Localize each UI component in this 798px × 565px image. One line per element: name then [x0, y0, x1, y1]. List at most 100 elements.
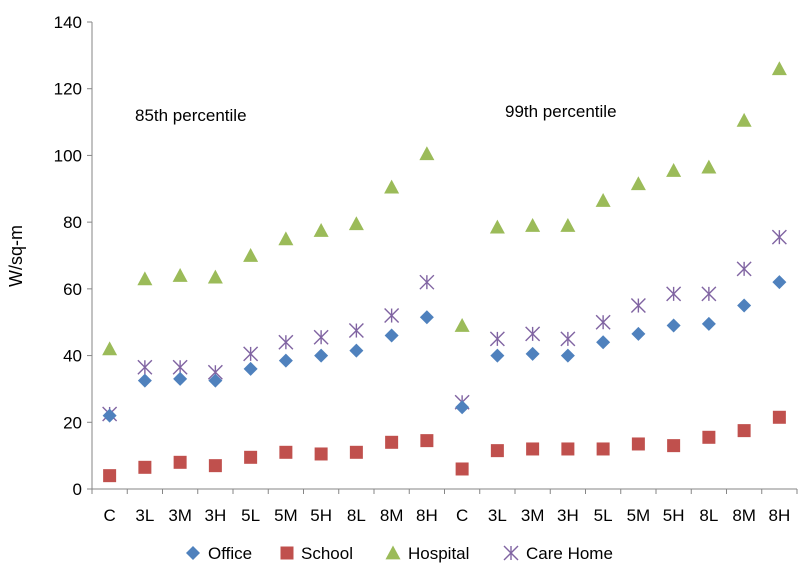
school-point: [490, 444, 504, 458]
hospital-point: [313, 222, 329, 237]
school-point: [420, 434, 434, 448]
care-home-point: [701, 286, 717, 302]
x-tick-label: 8H: [769, 506, 791, 525]
school-point: [631, 437, 645, 451]
care-home-point: [348, 323, 364, 339]
x-tick-label: 8L: [699, 506, 718, 525]
y-tick-label: 0: [73, 480, 82, 499]
legend-label-office: Office: [208, 544, 252, 563]
school-point: [455, 462, 469, 476]
school-point: [772, 410, 786, 424]
care-home-point: [595, 314, 611, 330]
school-point: [667, 439, 681, 453]
office-point: [596, 335, 611, 350]
school-point: [737, 424, 751, 438]
care-home-point: [278, 334, 294, 350]
office-point: [208, 373, 223, 388]
school-point: [208, 459, 222, 473]
hospital-point: [560, 217, 576, 232]
y-tick-label: 140: [54, 13, 82, 32]
hospital-point: [525, 217, 541, 232]
legend-marker-hospital: [385, 545, 401, 560]
school-point: [173, 455, 187, 469]
y-tick-labels: 0 20 40 60 80 100 120 140: [54, 13, 82, 499]
x-tick-labels: C 3L 3M 3H 5L 5M 5H 8L 8M 8H C 3L 3M 3H 5L 5M 5H 8L 8M 8H: [103, 506, 790, 525]
hospital-point: [207, 269, 223, 284]
office-point: [631, 326, 646, 341]
series-care-home: [102, 229, 787, 422]
annotation-85th-percentile: 85th percentile: [135, 106, 247, 125]
school-point: [244, 450, 258, 464]
hospital-point: [348, 216, 364, 231]
care-home-point: [419, 274, 435, 290]
hospital-point: [102, 341, 118, 356]
school-point: [314, 447, 328, 461]
hospital-point: [454, 318, 470, 332]
x-tick-label: 3L: [135, 506, 154, 525]
y-tick-label: 120: [54, 80, 82, 99]
legend: Office School Hospital Care Home: [186, 544, 613, 563]
school-point: [138, 460, 152, 474]
care-home-point: [489, 331, 505, 347]
hospital-point: [278, 231, 294, 246]
x-tick-label: 3H: [205, 506, 227, 525]
hospital-point: [666, 162, 682, 177]
hospital-point: [419, 146, 435, 161]
office-point: [772, 275, 787, 290]
hospital-point: [243, 248, 259, 262]
office-point: [560, 348, 575, 363]
office-point: [278, 353, 293, 368]
series-office: [102, 275, 787, 423]
data-points: [102, 61, 787, 483]
school-point: [385, 435, 399, 449]
legend-item-care-home: [503, 545, 519, 561]
series-school: [103, 410, 786, 483]
y-tick-label: 40: [63, 347, 82, 366]
office-point: [349, 343, 364, 358]
legend-item-office: [186, 546, 200, 560]
y-tick-label: 100: [54, 146, 82, 165]
x-tick-label: 5M: [274, 506, 298, 525]
office-point: [490, 348, 505, 363]
x-tick-label: 5M: [627, 506, 651, 525]
legend-marker-school: [280, 546, 294, 560]
x-tick-label: 8M: [732, 506, 756, 525]
y-tick-label: 60: [63, 280, 82, 299]
school-point: [561, 442, 575, 456]
office-point: [102, 408, 117, 423]
care-home-point: [630, 298, 646, 314]
x-tick-label: 8M: [380, 506, 404, 525]
legend-label-care-home: Care Home: [526, 544, 613, 563]
school-point: [526, 442, 540, 456]
x-tick-label: 3L: [488, 506, 507, 525]
hospital-point: [489, 219, 505, 234]
x-tick-label: 5L: [241, 506, 260, 525]
hospital-point: [771, 61, 787, 76]
hospital-point: [137, 271, 153, 286]
office-point: [384, 328, 399, 343]
x-tick-label: C: [103, 506, 115, 525]
hospital-point: [701, 159, 717, 174]
x-tick-label: 5H: [663, 506, 685, 525]
office-point: [525, 346, 540, 361]
care-home-point: [137, 359, 153, 375]
care-home-point: [666, 286, 682, 302]
office-point: [419, 310, 434, 325]
x-tick-label: 3H: [557, 506, 579, 525]
y-axis-title: W/sq-m: [6, 225, 26, 287]
x-tick-label: 3M: [168, 506, 192, 525]
x-tick-label: 8H: [416, 506, 438, 525]
x-tick-label: 3M: [521, 506, 545, 525]
office-point: [701, 316, 716, 331]
hospital-point: [172, 268, 188, 282]
care-home-point: [243, 346, 259, 362]
legend-label-hospital: Hospital: [408, 544, 469, 563]
hospital-point: [384, 179, 400, 194]
office-point: [243, 361, 258, 376]
school-point: [596, 442, 610, 456]
legend-label-school: School: [301, 544, 353, 563]
legend-marker-office: [186, 546, 200, 560]
legend-item-school: [280, 546, 294, 560]
